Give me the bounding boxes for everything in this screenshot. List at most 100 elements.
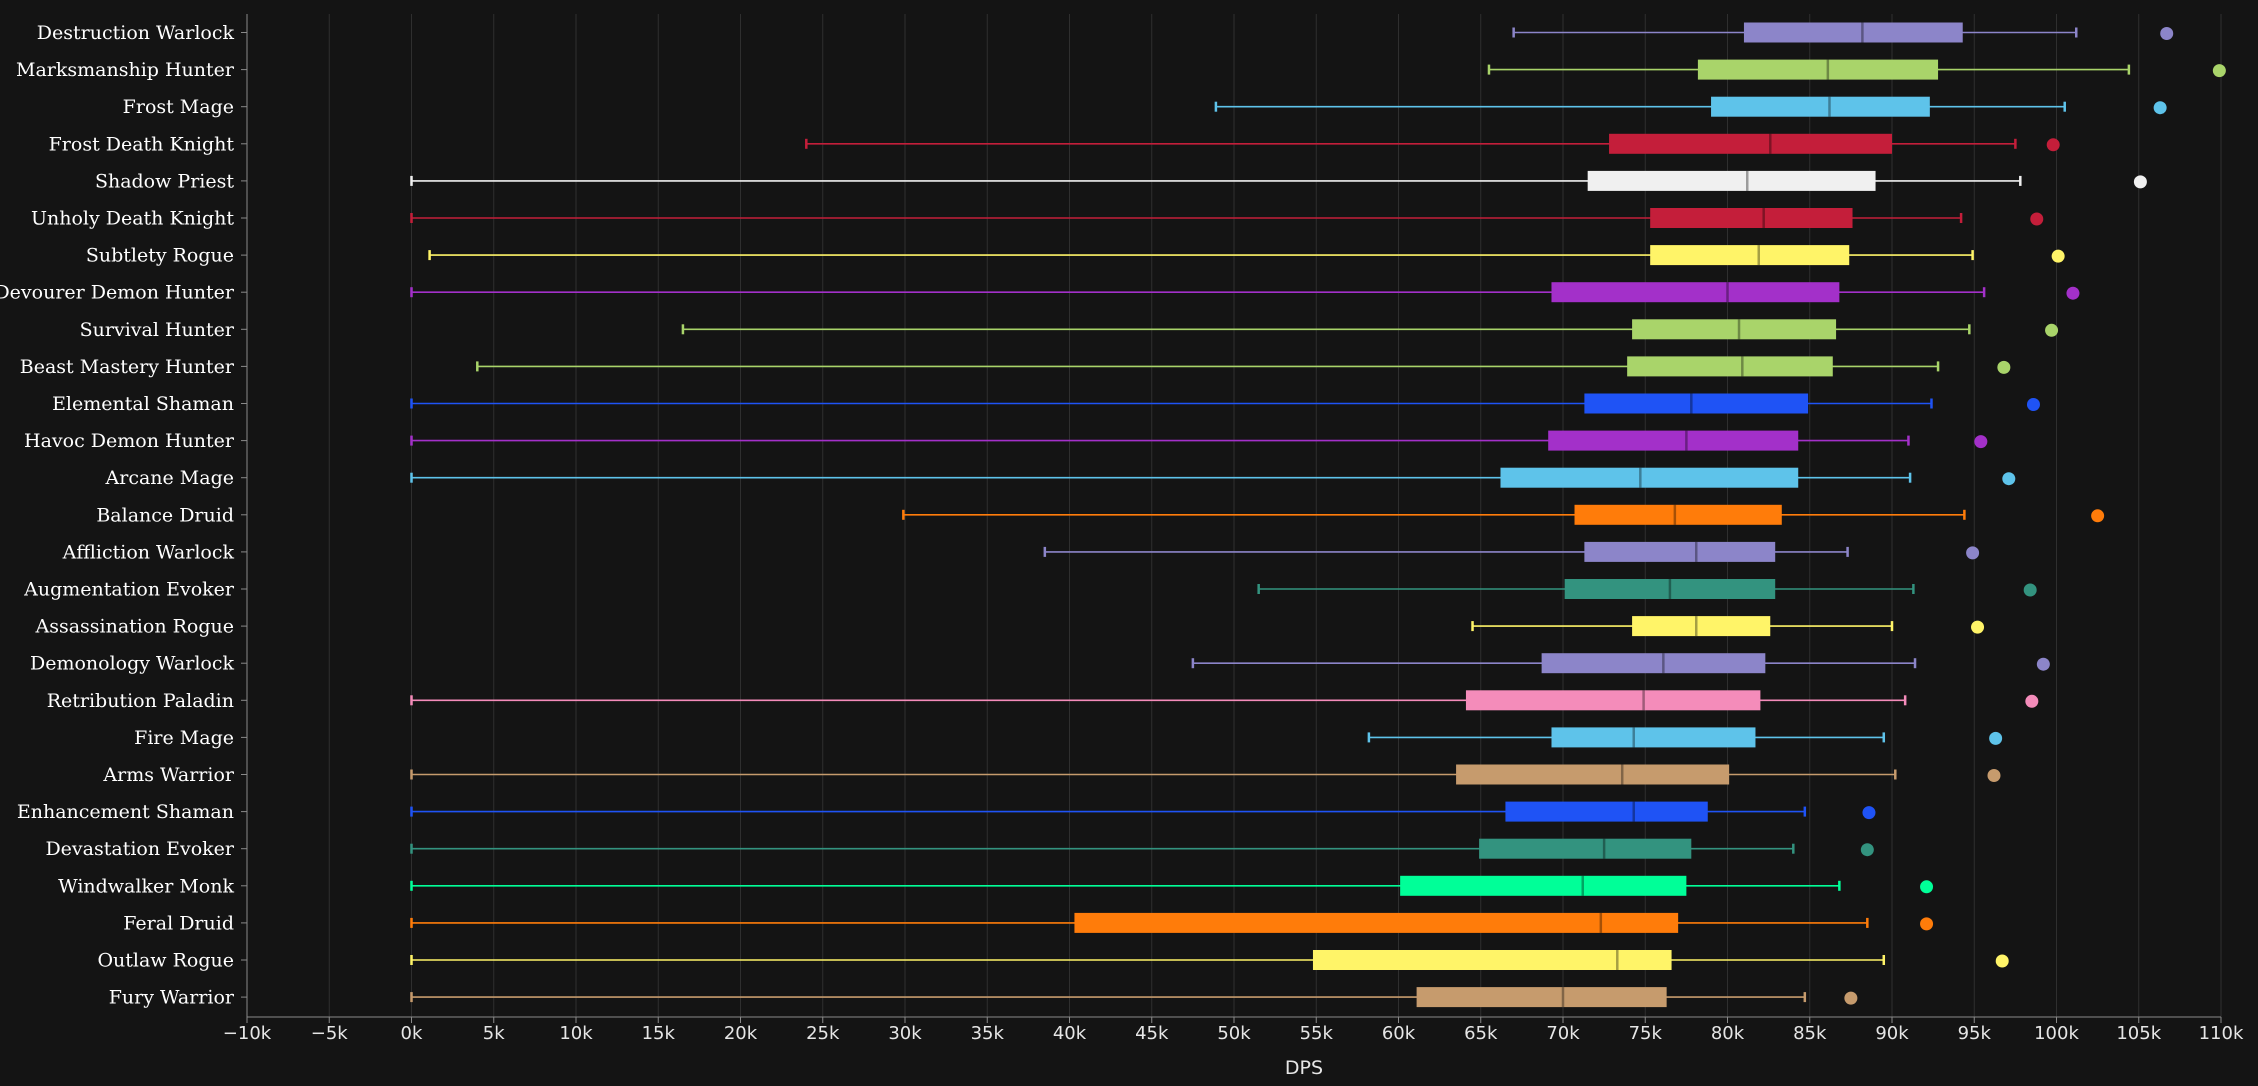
outlier-point [1997, 360, 2011, 374]
outlier-point [2002, 472, 2016, 486]
box-row [1471, 616, 1985, 637]
category-label: Destruction Warlock [37, 22, 235, 44]
iqr-box [1416, 987, 1667, 1008]
box-row [410, 430, 1988, 451]
box-row [410, 987, 1858, 1008]
outlier-point [2091, 509, 2105, 523]
x-tick-label: 85k [1793, 1023, 1827, 1044]
iqr-box [1074, 912, 1679, 933]
x-tick-label: 70k [1546, 1023, 1580, 1044]
box-row [410, 282, 2080, 303]
box-row [1214, 96, 2167, 117]
outlier-point [1844, 991, 1858, 1005]
iqr-box [1312, 950, 1672, 970]
iqr-box [1574, 504, 1782, 525]
box-row [1487, 59, 2226, 80]
outlier-point [2212, 64, 2226, 78]
outlier-point [1966, 546, 1980, 560]
iqr-box [1650, 208, 1853, 228]
outlier-point [2023, 583, 2037, 597]
outlier-point [2066, 286, 2080, 300]
box-row [410, 764, 2001, 785]
iqr-box [1650, 245, 1850, 266]
x-tick-label: 10k [559, 1023, 593, 1044]
x-tick-label: 80k [1711, 1023, 1745, 1044]
category-label: Augmentation Evoker [23, 579, 235, 601]
category-label: Subtlety Rogue [86, 245, 234, 267]
iqr-box [1609, 133, 1892, 154]
category-label: Fire Mage [134, 727, 234, 749]
x-tick-label: 45k [1135, 1023, 1169, 1044]
iqr-box [1551, 727, 1756, 748]
box-layer [410, 22, 2226, 1008]
box-row [1367, 727, 2003, 748]
box-row [1512, 22, 2174, 43]
x-tick-label: 25k [806, 1023, 840, 1044]
x-axis-title: DPS [1285, 1057, 1323, 1079]
outlier-point [2153, 101, 2167, 115]
x-tick-label: 50k [1217, 1023, 1251, 1044]
outlier-point [1862, 806, 1876, 820]
iqr-box [1697, 59, 1939, 80]
box-row [410, 950, 2009, 970]
outlier-point [2030, 212, 2044, 226]
outlier-point [2133, 175, 2147, 189]
box-row [428, 245, 2065, 266]
iqr-box [1632, 319, 1837, 340]
iqr-box [1584, 393, 1809, 414]
iqr-box [1743, 22, 1963, 43]
iqr-box [1500, 467, 1799, 488]
category-label: Outlaw Rogue [97, 950, 234, 972]
iqr-box [1456, 764, 1730, 785]
x-tick-label: 90k [1875, 1023, 1909, 1044]
box-row [410, 912, 1934, 933]
category-label: Beast Mastery Hunter [20, 356, 235, 378]
category-label: Frost Mage [123, 96, 234, 118]
category-label: Affliction Warlock [62, 541, 235, 563]
iqr-box [1541, 653, 1766, 674]
x-tick-label: 100k [2034, 1023, 2079, 1044]
outlier-point [1920, 880, 1934, 894]
iqr-box [1465, 690, 1761, 711]
box-row [410, 690, 2039, 711]
outlier-point [2025, 694, 2039, 708]
x-tick-label: 40k [1053, 1023, 1087, 1044]
outlier-point [2045, 323, 2059, 337]
x-tick-label: 75k [1629, 1023, 1663, 1044]
category-label: Unholy Death Knight [31, 208, 234, 230]
box-row [1257, 579, 2037, 599]
x-tick-label: 95k [1958, 1023, 1992, 1044]
outlier-point [2051, 249, 2065, 263]
category-label: Devourer Demon Hunter [0, 282, 235, 304]
category-label: Marksmanship Hunter [16, 59, 235, 81]
iqr-box [1587, 170, 1876, 191]
outlier-point [2026, 398, 2040, 411]
iqr-box [1627, 356, 1833, 377]
box-row [1191, 653, 2050, 674]
box-row [410, 838, 1874, 859]
category-label: Devastation Evoker [45, 838, 234, 860]
x-tick-label: 15k [642, 1023, 676, 1044]
box-row [410, 467, 2016, 488]
category-label: Arms Warrior [102, 764, 234, 786]
category-label: Assassination Rogue [34, 616, 234, 638]
outlier-point [1971, 620, 1985, 634]
category-label: Feral Druid [123, 912, 234, 934]
iqr-box [1548, 430, 1799, 451]
x-tick-label: 0k [401, 1023, 423, 1044]
x-tick-label: 20k [724, 1023, 758, 1044]
iqr-box [1505, 801, 1708, 822]
box-row [476, 356, 2011, 377]
x-tick-label: 105k [2116, 1023, 2161, 1044]
x-tick-label: 30k [888, 1023, 922, 1044]
outlier-point [1987, 769, 2001, 782]
iqr-box [1711, 96, 1930, 117]
category-label: Windwalker Monk [58, 875, 234, 897]
outlier-point [2036, 657, 2050, 671]
box-row [410, 393, 2040, 414]
box-row [410, 875, 1934, 896]
outlier-point [1920, 917, 1934, 931]
box-row [410, 208, 2044, 228]
